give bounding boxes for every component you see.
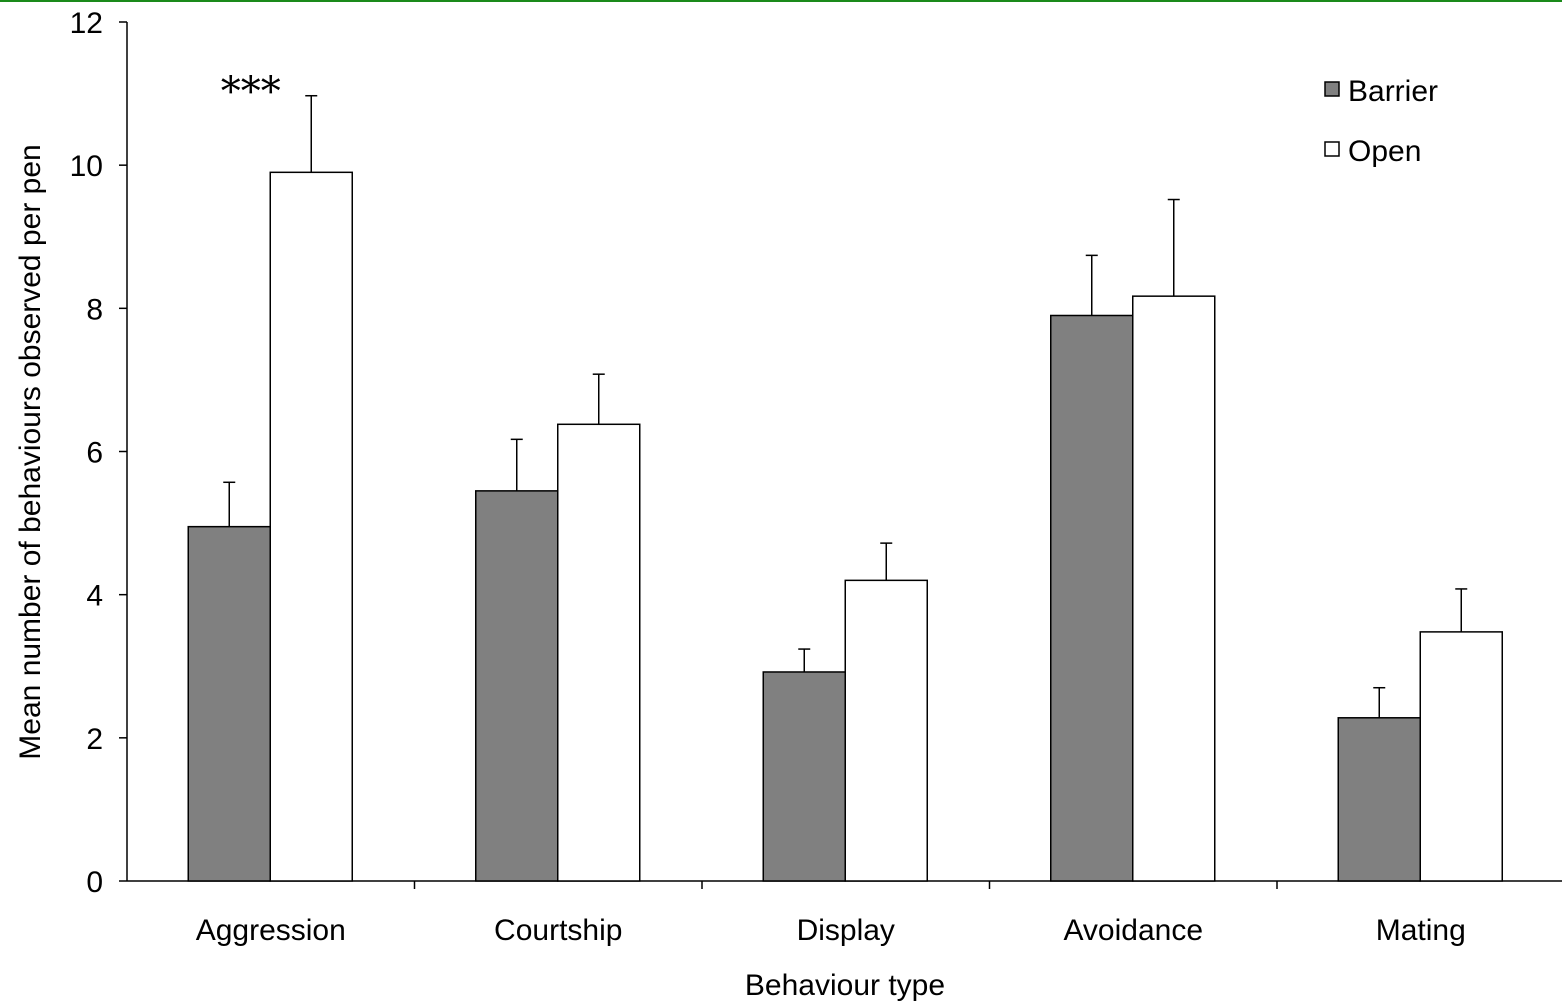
y-tick-label: 0	[86, 866, 103, 899]
y-tick-label: 10	[70, 150, 103, 183]
bar-open-aggression	[269, 171, 353, 882]
legend-swatch-barrier	[1324, 81, 1340, 97]
y-tick-label: 2	[86, 723, 103, 756]
legend-label-open: Open	[1348, 135, 1421, 168]
significance-annotation: ***	[221, 69, 281, 115]
bar-open-avoidance	[1132, 295, 1216, 882]
legend: Barrier Open	[1324, 75, 1438, 168]
y-axis-title: Mean number of behaviours observed per p…	[14, 144, 47, 759]
bar-open-mating	[1419, 631, 1503, 882]
labels: 0 2 4 6 8 10 12 Aggression Courtship Display Avoid…	[14, 7, 1466, 1002]
bar-barrier-aggression	[187, 525, 271, 882]
bars	[187, 171, 1503, 882]
y-tick-label: 6	[86, 437, 103, 470]
x-axis-title: Behaviour type	[745, 969, 945, 1002]
bar-open-display	[844, 579, 928, 882]
x-tick-label-mating: Mating	[1376, 914, 1466, 947]
error-bars	[223, 94, 1468, 718]
bar-barrier-mating	[1337, 717, 1421, 882]
y-tick-label: 12	[70, 7, 103, 40]
bar-open-courtship	[557, 423, 641, 882]
x-tick-label-display: Display	[797, 914, 895, 947]
y-tick-label: 4	[86, 580, 103, 613]
x-tick-label-avoidance: Avoidance	[1063, 914, 1203, 947]
legend-label-barrier: Barrier	[1348, 75, 1438, 108]
bar-barrier-courtship	[475, 490, 559, 882]
x-tick-label-aggression: Aggression	[196, 914, 346, 947]
bar-barrier-avoidance	[1050, 314, 1134, 882]
x-tick-label-courtship: Courtship	[494, 914, 622, 947]
y-tick-label: 8	[86, 293, 103, 326]
legend-swatch-open	[1324, 141, 1340, 157]
bar-barrier-display	[762, 671, 846, 882]
